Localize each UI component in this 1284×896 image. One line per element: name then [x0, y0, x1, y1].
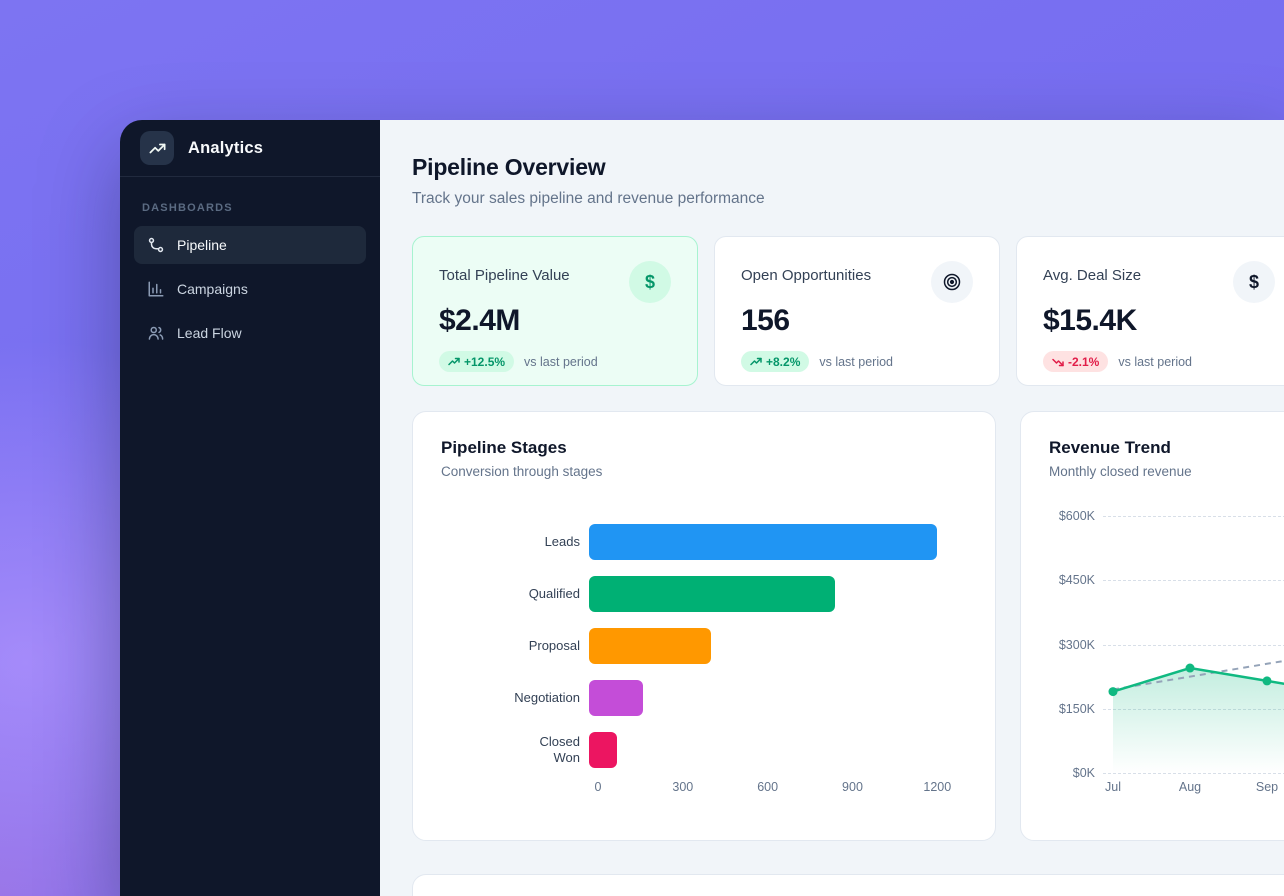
kpi-value: $15.4K [1043, 304, 1137, 337]
dollar-icon: $ [1233, 261, 1275, 303]
sidebar-item-label: Lead Flow [177, 325, 242, 341]
bar-category-label: Proposal [528, 637, 580, 653]
app-name: Analytics [188, 138, 264, 157]
kpi-card-open-opportunities: Open Opportunities 156 +8.2% vs last per… [714, 236, 1000, 386]
x-tick-label: 300 [672, 780, 694, 794]
bar-row: Leads [441, 516, 967, 568]
x-tick-label: Jul [1105, 780, 1121, 794]
sidebar-item-pipeline[interactable]: Pipeline [134, 226, 366, 264]
x-tick-label: Aug [1178, 780, 1202, 794]
data-point[interactable] [1262, 676, 1272, 686]
delta-badge: -2.1% [1043, 351, 1109, 372]
bar-row: Closed Won [441, 724, 967, 776]
kpi-card-avg-deal-size: Avg. Deal Size $ $15.4K -2.1% vs last pe… [1016, 236, 1284, 386]
users-icon [147, 324, 165, 342]
kpi-comparison: vs last period [819, 354, 894, 369]
pipeline-stages-card: Pipeline Stages Conversion through stage… [412, 411, 996, 841]
chart-subtitle: Conversion through stages [441, 464, 603, 479]
kpi-card-total-pipeline-value: Total Pipeline Value $ $2.4M +12.5% vs l… [412, 236, 698, 386]
bar-closed-won[interactable] [589, 732, 617, 768]
bar-negotiation[interactable] [589, 680, 643, 716]
main-content: Pipeline Overview Track your sales pipel… [380, 120, 1284, 896]
chart-title: Revenue Trend [1049, 438, 1171, 457]
sidebar-header: Analytics [120, 120, 380, 177]
y-tick-label: $150K [1058, 701, 1095, 716]
x-axis-labels: Jul Aug Sep [1103, 780, 1284, 796]
app-logo [140, 131, 174, 165]
gridline [1103, 516, 1284, 517]
chart-title: Pipeline Stages [441, 438, 567, 457]
bar-chart-ticks: 0 300 600 900 1200 [594, 780, 967, 798]
revenue-line [1111, 666, 1284, 693]
x-tick-label: 600 [757, 780, 779, 794]
bar-row: Qualified [441, 568, 967, 620]
x-tick-label: 1200 [923, 780, 952, 794]
pipeline-flow-icon [147, 236, 165, 254]
bar-category-label: Leads [544, 533, 580, 549]
kpi-comparison: vs last period [1118, 354, 1193, 369]
revenue-trend-card: Revenue Trend Monthly closed revenue $60… [1020, 411, 1284, 841]
kpi-label: Avg. Deal Size [1043, 267, 1142, 284]
app-window: Analytics DASHBOARDS Pipeline Campaigns [120, 120, 1284, 896]
data-point[interactable] [1108, 687, 1118, 697]
delta-badge: +12.5% [439, 351, 515, 372]
x-tick-label: 900 [842, 780, 863, 794]
sidebar-section-label: DASHBOARDS [142, 202, 233, 214]
revenue-area-fill [1113, 668, 1284, 773]
trend-up-icon [750, 357, 762, 365]
kpi-comparison: vs last period [524, 354, 598, 369]
sidebar-item-label: Pipeline [177, 237, 227, 253]
kpi-label: Open Opportunities [741, 267, 872, 284]
kpi-label: Total Pipeline Value [439, 267, 570, 284]
trend-down-icon [1052, 358, 1064, 366]
kpi-row: Total Pipeline Value $ $2.4M +12.5% vs l… [412, 236, 1284, 386]
page-subtitle: Track your sales pipeline and revenue pe… [412, 190, 765, 207]
data-point[interactable] [1185, 663, 1195, 673]
y-tick-label: $600K [1058, 509, 1095, 523]
bar-row: Proposal [441, 620, 967, 672]
delta-badge: +8.2% [741, 351, 810, 372]
sidebar-item-label: Campaigns [177, 281, 248, 297]
bottom-card [412, 874, 1284, 896]
gridline [1103, 644, 1284, 646]
kpi-value: 156 [741, 304, 790, 337]
trending-up-icon [148, 139, 167, 158]
bar-category-label: Qualified [528, 585, 580, 601]
gridline [1103, 773, 1284, 774]
bar-category-label: Closed Won [539, 733, 580, 765]
y-tick-label: $0K [1072, 766, 1095, 780]
chart-subtitle: Monthly closed revenue [1049, 464, 1192, 479]
bar-proposal[interactable] [589, 628, 711, 664]
kpi-value: $2.4M [439, 304, 520, 337]
charts-row: Pipeline Stages Conversion through stage… [412, 411, 1284, 841]
revenue-data-points [1108, 663, 1272, 697]
x-tick-label: 0 [594, 780, 602, 794]
bar-row: Negotiation [441, 672, 967, 724]
trend-up-icon [448, 357, 460, 365]
bar-leads[interactable] [589, 524, 937, 560]
y-tick-label: $300K [1058, 637, 1095, 652]
x-tick-label: Sep [1255, 780, 1279, 794]
bar-chart-icon [147, 280, 165, 298]
plot-area: Jul Aug Sep [1103, 516, 1284, 794]
sidebar-item-lead-flow[interactable]: Lead Flow [134, 314, 366, 352]
bar-chart-rows: Leads Qualified Proposal Negotiation Closed … [441, 516, 967, 776]
page-title: Pipeline Overview [412, 154, 606, 180]
bar-category-label: Negotiation [514, 689, 580, 705]
gridline [1103, 580, 1284, 582]
y-axis-labels: $600K $450K $300K $150K $0K [1049, 509, 1095, 780]
sidebar: Analytics DASHBOARDS Pipeline Campaigns [120, 120, 380, 896]
sidebar-item-campaigns[interactable]: Campaigns [134, 270, 366, 308]
revenue-trend-chart [1108, 659, 1284, 773]
y-tick-label: $450K [1058, 573, 1095, 588]
bar-qualified[interactable] [589, 576, 836, 612]
target-icon [931, 261, 973, 303]
dollar-icon: $ [629, 261, 671, 303]
